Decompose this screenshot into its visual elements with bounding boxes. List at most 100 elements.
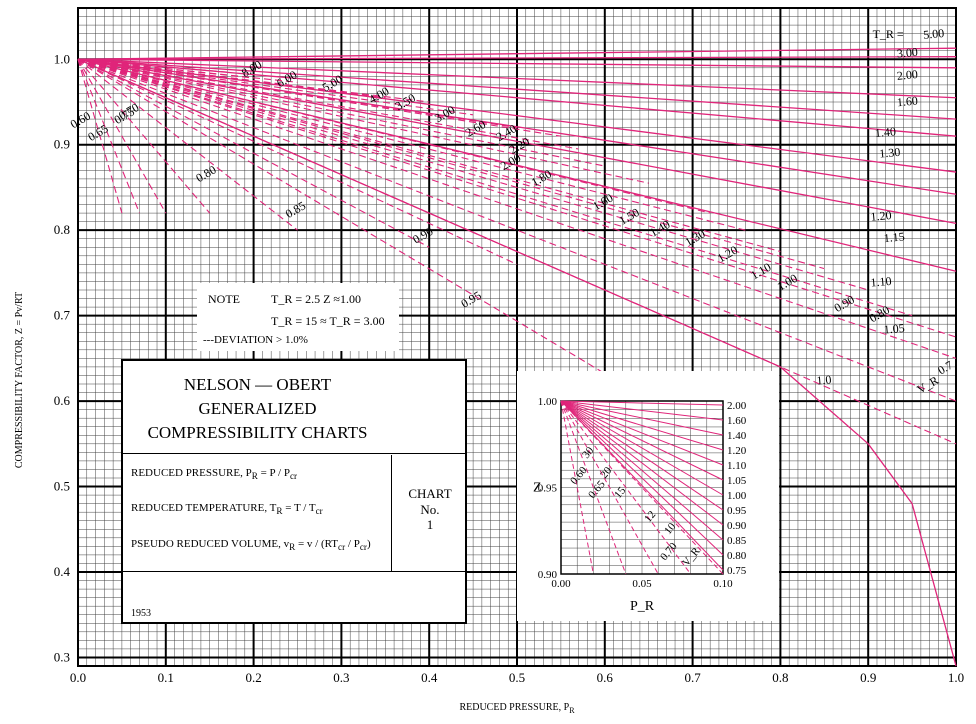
- y-tick-label: 0.4: [54, 564, 71, 579]
- x-tick-label: 0.5: [509, 670, 525, 685]
- tr-curve-1.40: [77, 58, 957, 120]
- note-line2: T_R = 15 ≈ T_R = 3.00: [271, 314, 385, 328]
- tr-label: 1.30: [879, 145, 901, 161]
- inset-right-tick: 1.05: [727, 475, 747, 487]
- inset-vr-label: 10: [662, 520, 679, 537]
- vr-curve-3.50: [77, 58, 430, 103]
- inset-tr-line: [560, 400, 724, 466]
- y-tick-label: 0.5: [54, 479, 70, 494]
- inset-vr-label: 15: [612, 484, 629, 501]
- chart-no-label: No.: [420, 502, 440, 517]
- chart-number-divider: [391, 455, 392, 572]
- tr-curve-1.05: [77, 58, 957, 272]
- inset-tr-line: [560, 400, 724, 511]
- inset-right-tick: 0.80: [727, 550, 747, 562]
- inset-tr-line: [560, 400, 724, 451]
- inset-vr-label: 12: [642, 509, 658, 525]
- vr-curve-2.60: [77, 58, 518, 129]
- tr-label: 1.05: [883, 321, 905, 337]
- chart-number: 1: [426, 517, 434, 532]
- vr-curve-1.60: [77, 58, 711, 214]
- vr-curve-0.7: [77, 58, 957, 445]
- title-divider: [123, 453, 465, 454]
- vr-curve-0.60: [77, 59, 123, 214]
- inset-vr-line: [560, 400, 594, 575]
- year: 1953: [131, 608, 151, 619]
- y-tick-label: 0.9: [54, 137, 70, 152]
- tr-label: 3.00: [896, 45, 918, 61]
- y-tick-label: 1.0: [54, 51, 70, 66]
- title-line2: GENERALIZED: [198, 399, 317, 418]
- vr-curve-0.85: [77, 58, 430, 248]
- tr-curve-3.00: [77, 56, 957, 60]
- tr-curve-1.60: [77, 58, 957, 99]
- vr-label: 0.85: [283, 198, 308, 221]
- y-axis-label: COMPRESSIBILITY FACTOR, Z = Pv/RT: [14, 292, 25, 468]
- vr-label: 1.50: [617, 205, 642, 228]
- inset-tr-line: [560, 400, 724, 541]
- tr-curve-2.00: [77, 58, 957, 69]
- title-line1: NELSON — OBERT: [183, 375, 332, 394]
- inset-left-tick: 1.00: [538, 396, 558, 408]
- vr-curve-2.40: [77, 58, 561, 137]
- vr-curve-0.70: [77, 58, 211, 214]
- inset-chart: 2.00 1.60 1.40 1.20 1.10 1.05 1.00 0.95 0.90 0.85…: [533, 396, 747, 614]
- vr-curve-0.65: [77, 59, 140, 214]
- x-tick-label: 0.8: [772, 670, 788, 685]
- vr-label: 0.90: [832, 292, 857, 315]
- inset-left-tick: 0.90: [538, 569, 558, 581]
- def-reduced-temperature: REDUCED TEMPERATURE, TR = T / Tcr: [131, 502, 323, 517]
- vr-label: 1.10: [748, 260, 773, 283]
- def-reduced-pressure: REDUCED PRESSURE, PR = P / Pcr: [131, 467, 298, 482]
- inset-x-label: P_R: [630, 599, 655, 614]
- data-curves: [77, 47, 957, 667]
- x-tick-label: 0.1: [158, 670, 174, 685]
- note-line3: ---DEVIATION > 1.0%: [203, 334, 308, 346]
- def2-label: REDUCED TEMPERATURE,: [131, 502, 268, 514]
- inset-vr-line: [560, 400, 627, 575]
- vr-curve-2.20: [77, 58, 579, 150]
- vr-curve-0.80: [77, 58, 298, 231]
- inset-tr-line: [560, 400, 724, 421]
- tr-label: 1.0: [816, 372, 832, 387]
- y-tick-label: 0.7: [54, 308, 71, 323]
- chart-label: CHART: [408, 486, 452, 501]
- inset-x-tick: 0.00: [551, 578, 571, 590]
- vr-curve-0.75: [77, 59, 167, 214]
- inset-right-tick: 1.10: [727, 460, 747, 472]
- tr-label: 2.00: [896, 67, 918, 83]
- vr-label: 0.80: [193, 162, 218, 185]
- inset-vr-label: 20: [598, 464, 615, 481]
- inset-tr-line: [560, 400, 724, 496]
- vr-label: V_R: [914, 373, 941, 396]
- vr-label: 0.90: [410, 224, 435, 247]
- def3-label: PSEUDO REDUCED VOLUME,: [131, 538, 281, 550]
- note-box: NOTE T_R = 2.5 Z ≈1.00 T_R = 15 ≈ T_R = …: [197, 283, 399, 351]
- vr-curve-1.80: [77, 58, 649, 184]
- vr-curve-1.20: [77, 58, 869, 291]
- tr-symbol: T_R =: [873, 27, 904, 41]
- inset-tr-line: [560, 400, 724, 556]
- vr-label: 3.00: [432, 103, 457, 126]
- x-tick-label: 0.0: [70, 670, 86, 685]
- inset-y-label: Z: [533, 481, 542, 496]
- tr-label: 1.20: [870, 208, 892, 224]
- inset-vr-label: 0.70: [658, 540, 680, 563]
- y-tick-label: 0.6: [54, 393, 71, 408]
- plot-frame: [77, 7, 957, 667]
- vr-curve-0.90: [77, 58, 957, 359]
- tr-label: 1.10: [870, 274, 892, 290]
- x-tick-label: 0.9: [860, 670, 876, 685]
- vr-curve-1.50: [77, 58, 746, 231]
- inset-vr-label: 0.60: [568, 464, 590, 487]
- vr-curve-3.00: [77, 58, 474, 116]
- title-box: NELSON — OBERT GENERALIZED COMPRESSIBILI…: [121, 359, 467, 624]
- inset-tr-line: [560, 400, 724, 436]
- tr-label: 1.40: [874, 124, 896, 140]
- y-tick-label: 0.3: [54, 649, 70, 664]
- note-label: NOTE: [208, 292, 240, 306]
- x-tick-label: 0.2: [245, 670, 261, 685]
- vr-curve-1.10: [77, 58, 913, 317]
- inset-x-tick: 0.05: [632, 578, 652, 590]
- tr-label: 1.15: [883, 229, 905, 245]
